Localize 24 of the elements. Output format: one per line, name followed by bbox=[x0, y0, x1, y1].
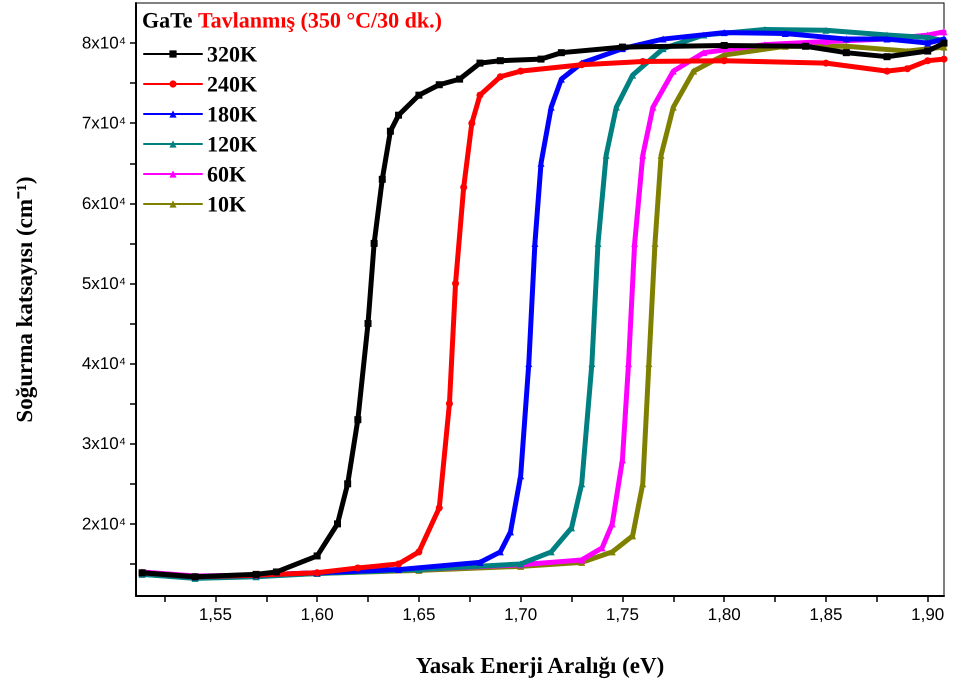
legend-label: 10K bbox=[207, 192, 246, 216]
x-axis-title: Yasak Enerji Aralığı (eV) bbox=[416, 653, 664, 679]
y-tick-label: 7x10⁴ bbox=[82, 114, 126, 133]
legend-label: 240K bbox=[207, 72, 258, 96]
y-tick-label: 8x10⁴ bbox=[82, 34, 126, 53]
y-tick-label: 3x10⁴ bbox=[82, 434, 126, 454]
x-tick-label: 1,60 bbox=[300, 605, 334, 624]
y-axis-title: Soğurma katsayısı (cm⁻¹) bbox=[12, 176, 38, 423]
x-tick-label: 1,85 bbox=[809, 605, 842, 624]
x-tick-label: 1,90 bbox=[911, 605, 944, 624]
x-tick-label: 1,65 bbox=[402, 605, 436, 624]
legend-title: GaTe Tavlanmış (350 °C/30 dk.) bbox=[142, 8, 442, 32]
x-tick-label: 1,55 bbox=[198, 605, 232, 624]
x-tick-label: 1,80 bbox=[708, 605, 741, 624]
legend-label: 120K bbox=[207, 132, 258, 156]
x-tick-label: 1,70 bbox=[504, 605, 538, 624]
y-tick-label: 5x10⁴ bbox=[82, 274, 126, 293]
y-tick-label: 2x10⁴ bbox=[82, 514, 126, 534]
legend-label: 60K bbox=[207, 162, 246, 186]
x-tick-label: 1,75 bbox=[606, 605, 639, 624]
y-tick-label: 4x10⁴ bbox=[82, 354, 126, 374]
legend-label: 320K bbox=[207, 42, 258, 66]
y-tick-label: 6x10⁴ bbox=[82, 194, 126, 213]
legend-label: 180K bbox=[207, 102, 258, 126]
